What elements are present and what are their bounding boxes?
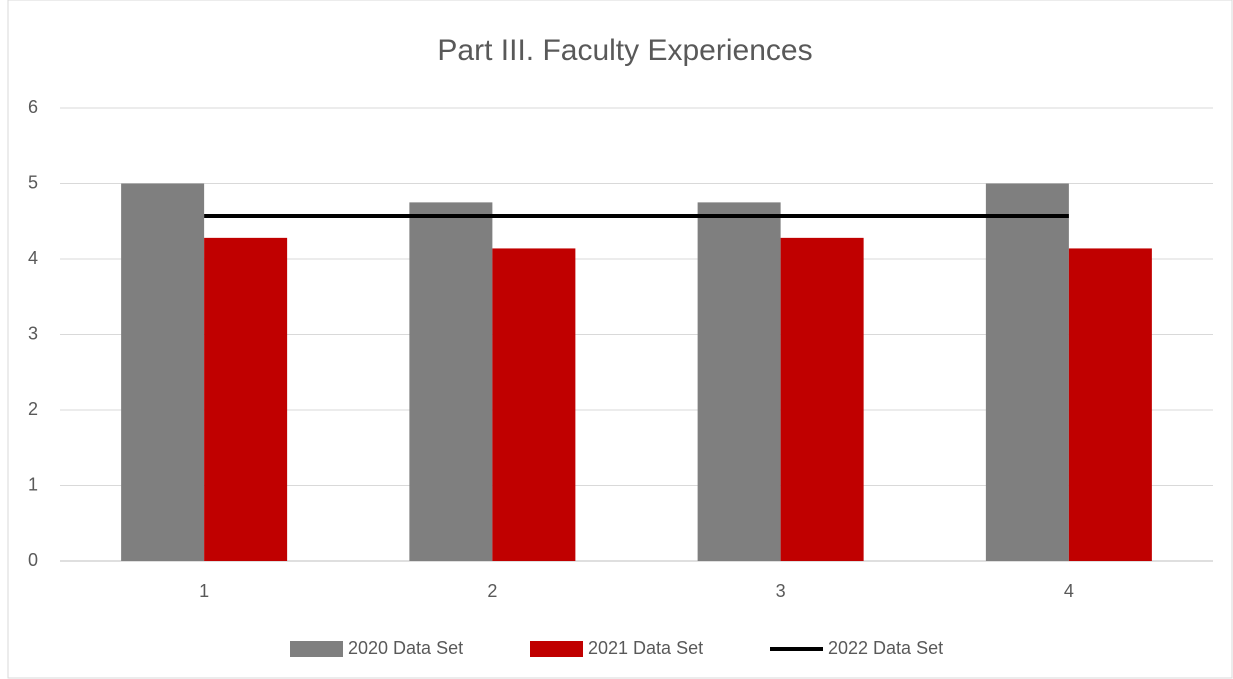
chart-title: Part III. Faculty Experiences — [437, 34, 812, 67]
legend-swatch — [530, 641, 583, 657]
y-tick-label: 2 — [28, 399, 38, 419]
bar — [1068, 248, 1152, 561]
bar — [204, 237, 288, 562]
legend-label: 2020 Data Set — [348, 638, 463, 658]
legend-label: 2021 Data Set — [588, 638, 703, 658]
y-tick-label: 5 — [28, 172, 38, 192]
bar — [985, 183, 1069, 561]
bar — [492, 248, 576, 561]
bar — [409, 202, 493, 561]
y-tick-label: 3 — [28, 323, 38, 343]
x-tick-label: 2 — [487, 581, 497, 601]
legend-label: 2022 Data Set — [828, 638, 943, 658]
bar — [121, 183, 205, 561]
bar — [697, 202, 781, 561]
y-tick-label: 1 — [28, 474, 38, 494]
y-tick-label: 0 — [28, 550, 38, 570]
legend-swatch — [290, 641, 343, 657]
y-tick-label: 6 — [28, 97, 38, 117]
x-tick-label: 4 — [1064, 581, 1074, 601]
x-tick-label: 3 — [776, 581, 786, 601]
y-tick-label: 4 — [28, 248, 38, 268]
x-tick-label: 1 — [199, 581, 209, 601]
bar — [780, 237, 864, 562]
